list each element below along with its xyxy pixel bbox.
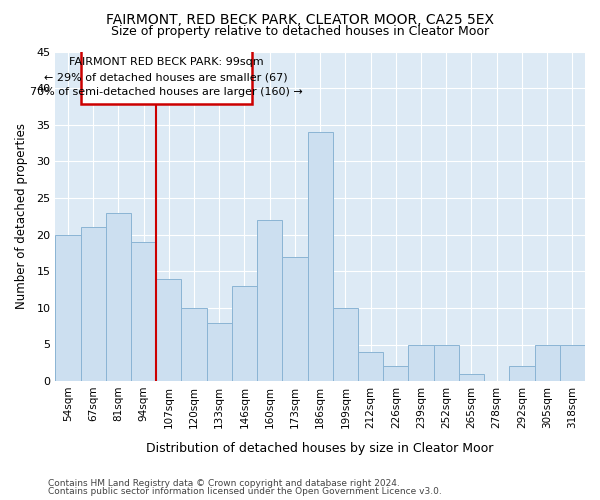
- Bar: [308, 132, 333, 381]
- Bar: [80, 228, 106, 381]
- Bar: [434, 344, 459, 381]
- Bar: [232, 286, 257, 381]
- Bar: [459, 374, 484, 381]
- Text: ← 29% of detached houses are smaller (67): ← 29% of detached houses are smaller (67…: [44, 72, 288, 82]
- Y-axis label: Number of detached properties: Number of detached properties: [15, 124, 28, 310]
- Bar: [560, 344, 585, 381]
- Bar: [156, 278, 181, 381]
- Bar: [535, 344, 560, 381]
- Bar: [257, 220, 283, 381]
- Text: Size of property relative to detached houses in Cleator Moor: Size of property relative to detached ho…: [111, 25, 489, 38]
- Bar: [409, 344, 434, 381]
- Bar: [206, 322, 232, 381]
- Bar: [358, 352, 383, 381]
- FancyBboxPatch shape: [80, 50, 252, 104]
- Bar: [333, 308, 358, 381]
- Text: Contains public sector information licensed under the Open Government Licence v3: Contains public sector information licen…: [48, 487, 442, 496]
- Text: Contains HM Land Registry data © Crown copyright and database right 2024.: Contains HM Land Registry data © Crown c…: [48, 478, 400, 488]
- Bar: [131, 242, 156, 381]
- Bar: [283, 256, 308, 381]
- Bar: [509, 366, 535, 381]
- Bar: [106, 212, 131, 381]
- Bar: [181, 308, 206, 381]
- Bar: [383, 366, 409, 381]
- Text: 70% of semi-detached houses are larger (160) →: 70% of semi-detached houses are larger (…: [30, 86, 302, 97]
- Text: FAIRMONT RED BECK PARK: 99sqm: FAIRMONT RED BECK PARK: 99sqm: [69, 58, 263, 68]
- Text: FAIRMONT, RED BECK PARK, CLEATOR MOOR, CA25 5EX: FAIRMONT, RED BECK PARK, CLEATOR MOOR, C…: [106, 12, 494, 26]
- Bar: [55, 234, 80, 381]
- X-axis label: Distribution of detached houses by size in Cleator Moor: Distribution of detached houses by size …: [146, 442, 494, 455]
